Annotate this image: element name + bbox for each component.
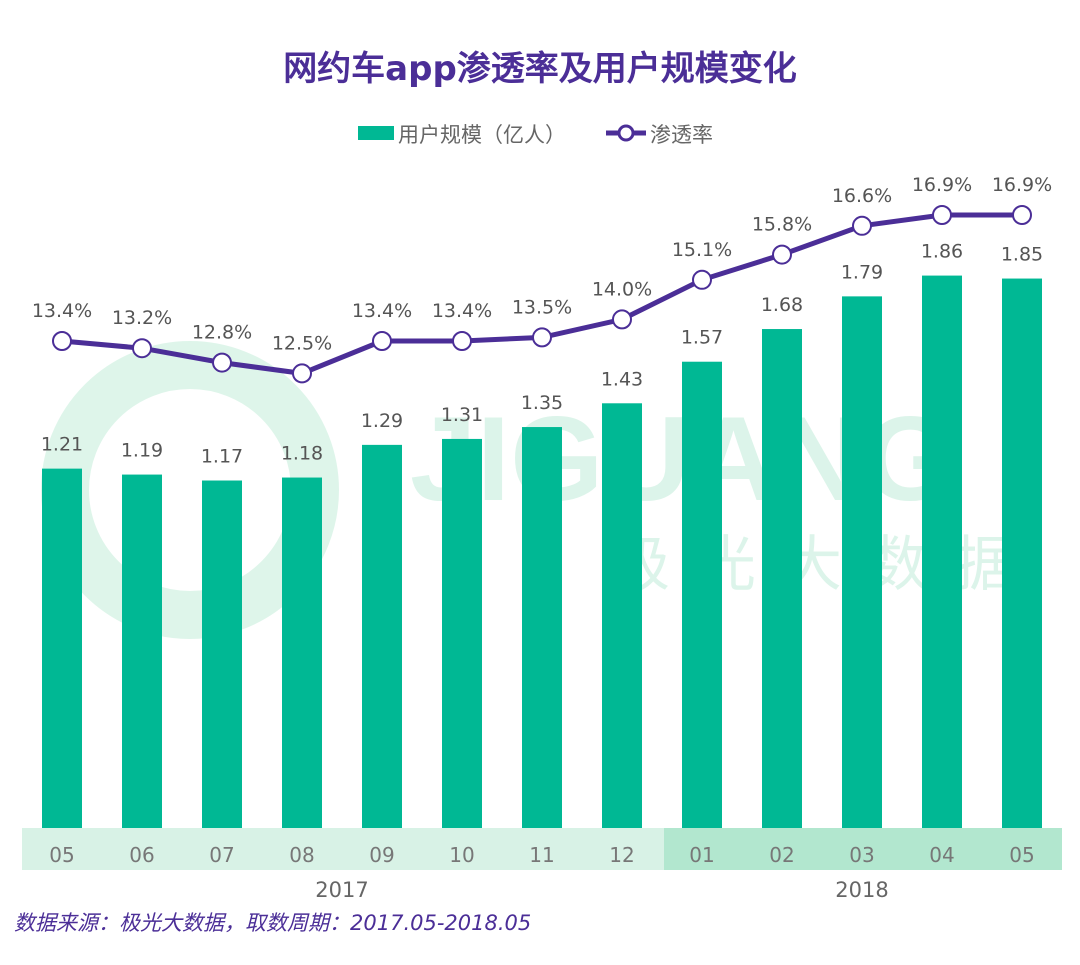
bars: 1.21 1.19 1.17 1.18 1.29 1.31 1.35 1.43 1.57 1.68… bbox=[41, 241, 1043, 829]
legend: 用户规模（亿人） 渗透率 bbox=[358, 123, 713, 147]
line-point bbox=[1012, 205, 1032, 225]
bar bbox=[922, 275, 962, 829]
bar bbox=[42, 468, 82, 828]
x-tick-label: 03 bbox=[849, 843, 874, 867]
axis-band-2017 bbox=[22, 828, 664, 870]
legend-line-label: 渗透率 bbox=[650, 123, 713, 147]
x-tick-label: 05 bbox=[49, 843, 74, 867]
x-tick-label: 09 bbox=[369, 843, 394, 867]
source-note: 数据来源：极光大数据，取数周期：2017.05-2018.05 bbox=[14, 911, 531, 935]
bar bbox=[762, 329, 802, 828]
bar bbox=[122, 474, 162, 828]
legend-bar-label: 用户规模（亿人） bbox=[398, 123, 566, 147]
bar-value-label: 1.17 bbox=[201, 446, 243, 468]
bar-value-label: 1.19 bbox=[121, 440, 163, 462]
line-point bbox=[292, 363, 312, 384]
bar bbox=[842, 296, 882, 828]
bar bbox=[1002, 278, 1042, 828]
line-value-label: 12.5% bbox=[272, 332, 332, 354]
line-value-label: 13.4% bbox=[352, 300, 412, 322]
bar-value-label: 1.57 bbox=[681, 327, 723, 349]
bar-value-label: 1.29 bbox=[361, 410, 403, 432]
line-point bbox=[372, 331, 392, 351]
bar-value-label: 1.85 bbox=[1001, 244, 1043, 266]
line-value-label: 13.2% bbox=[112, 307, 172, 329]
bar bbox=[202, 480, 242, 828]
x-tick-label: 10 bbox=[449, 843, 474, 867]
bar bbox=[282, 477, 322, 828]
bar bbox=[362, 444, 402, 828]
x-tick-label: 11 bbox=[529, 843, 554, 867]
bar-value-label: 1.68 bbox=[761, 294, 803, 316]
line-point bbox=[772, 244, 792, 265]
x-tick-label: 01 bbox=[689, 843, 714, 867]
bar bbox=[442, 438, 482, 828]
line-point bbox=[132, 338, 152, 359]
line-point bbox=[852, 215, 872, 236]
bar-value-label: 1.43 bbox=[601, 368, 643, 390]
chart-title: 网约车app渗透率及用户规模变化 bbox=[283, 49, 797, 89]
line-value-label: 13.5% bbox=[512, 296, 572, 318]
x-tick-label: 07 bbox=[209, 843, 234, 867]
year-label: 2017 bbox=[315, 878, 368, 902]
line-value-label: 14.0% bbox=[592, 278, 652, 300]
line-point bbox=[452, 331, 472, 351]
year-label: 2018 bbox=[835, 878, 888, 902]
line-value-label: 15.8% bbox=[752, 214, 812, 236]
line-point bbox=[52, 331, 72, 351]
x-tick-label: 05 bbox=[1009, 843, 1034, 867]
bar-value-label: 1.21 bbox=[41, 434, 83, 456]
x-tick-label: 04 bbox=[929, 843, 954, 867]
line-value-label: 16.6% bbox=[832, 185, 892, 207]
line-point bbox=[532, 327, 552, 348]
x-axis: 2017 2018 05 06 07 08 09 10 11 12 01 02 03 04 05 bbox=[22, 828, 1062, 902]
x-tick-label: 06 bbox=[129, 843, 154, 867]
bar-value-label: 1.86 bbox=[921, 241, 963, 263]
line-value-label: 16.9% bbox=[992, 174, 1052, 196]
x-tick-label: 12 bbox=[609, 843, 634, 867]
bar bbox=[682, 361, 722, 828]
line-point bbox=[612, 309, 632, 330]
line-point bbox=[212, 352, 232, 373]
bar bbox=[522, 427, 562, 828]
line-value-label: 13.4% bbox=[32, 300, 92, 322]
bar-value-label: 1.79 bbox=[841, 261, 883, 283]
line-value-label: 13.4% bbox=[432, 300, 492, 322]
bar bbox=[602, 403, 642, 828]
watermark-logo-ring bbox=[41, 341, 339, 639]
penetration-line: 13.4% 13.2% 12.8% 12.5% 13.4% 13.4% 13.5% 14.0%… bbox=[32, 174, 1052, 384]
bar-value-label: 1.31 bbox=[441, 404, 483, 426]
legend-line-marker bbox=[617, 124, 635, 142]
watermark-chinese: 极光大数据 bbox=[610, 530, 1040, 600]
x-tick-label: 02 bbox=[769, 843, 794, 867]
line-value-label: 12.8% bbox=[192, 322, 252, 344]
legend-bar-swatch bbox=[358, 126, 394, 140]
line-value-label: 16.9% bbox=[912, 174, 972, 196]
bar-value-label: 1.18 bbox=[281, 443, 323, 465]
bar-value-label: 1.35 bbox=[521, 392, 563, 414]
line-point bbox=[932, 205, 952, 225]
x-tick-label: 08 bbox=[289, 843, 314, 867]
line-value-label: 15.1% bbox=[672, 239, 732, 261]
axis-band-2018 bbox=[664, 828, 1062, 870]
line-point bbox=[692, 269, 712, 290]
